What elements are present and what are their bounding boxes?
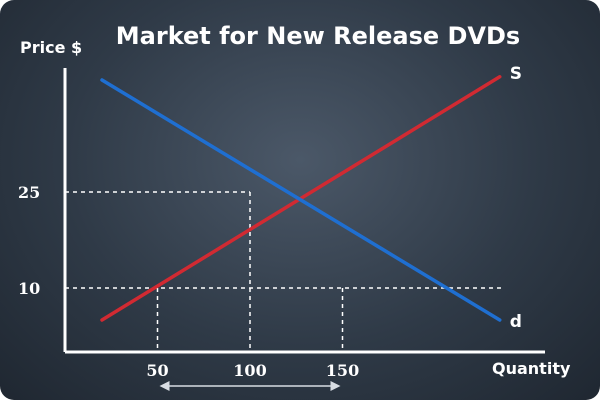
y-axis-label: Price $ bbox=[20, 38, 82, 57]
guide-lines bbox=[65, 191, 502, 352]
arrow-head-right bbox=[330, 381, 341, 391]
y-tick-label: 25 bbox=[18, 183, 40, 202]
x-tick-label: 100 bbox=[233, 361, 266, 380]
quantity-range-arrow bbox=[159, 381, 341, 391]
curve-label-S: S bbox=[510, 64, 522, 84]
tick-labels: 10 25 50 100 150 bbox=[18, 183, 359, 380]
curves bbox=[100, 75, 502, 322]
arrow-head-left bbox=[159, 381, 170, 391]
curve-label-d: d bbox=[510, 312, 522, 332]
x-tick-label: 150 bbox=[326, 361, 359, 380]
y-tick-label: 10 bbox=[18, 279, 40, 298]
x-axis-label: Quantity bbox=[492, 359, 571, 378]
chart-title: Market for New Release DVDs bbox=[116, 22, 520, 50]
curve-d bbox=[100, 78, 502, 322]
curve-labels: Sd bbox=[510, 64, 522, 332]
x-tick-label: 50 bbox=[146, 361, 168, 380]
